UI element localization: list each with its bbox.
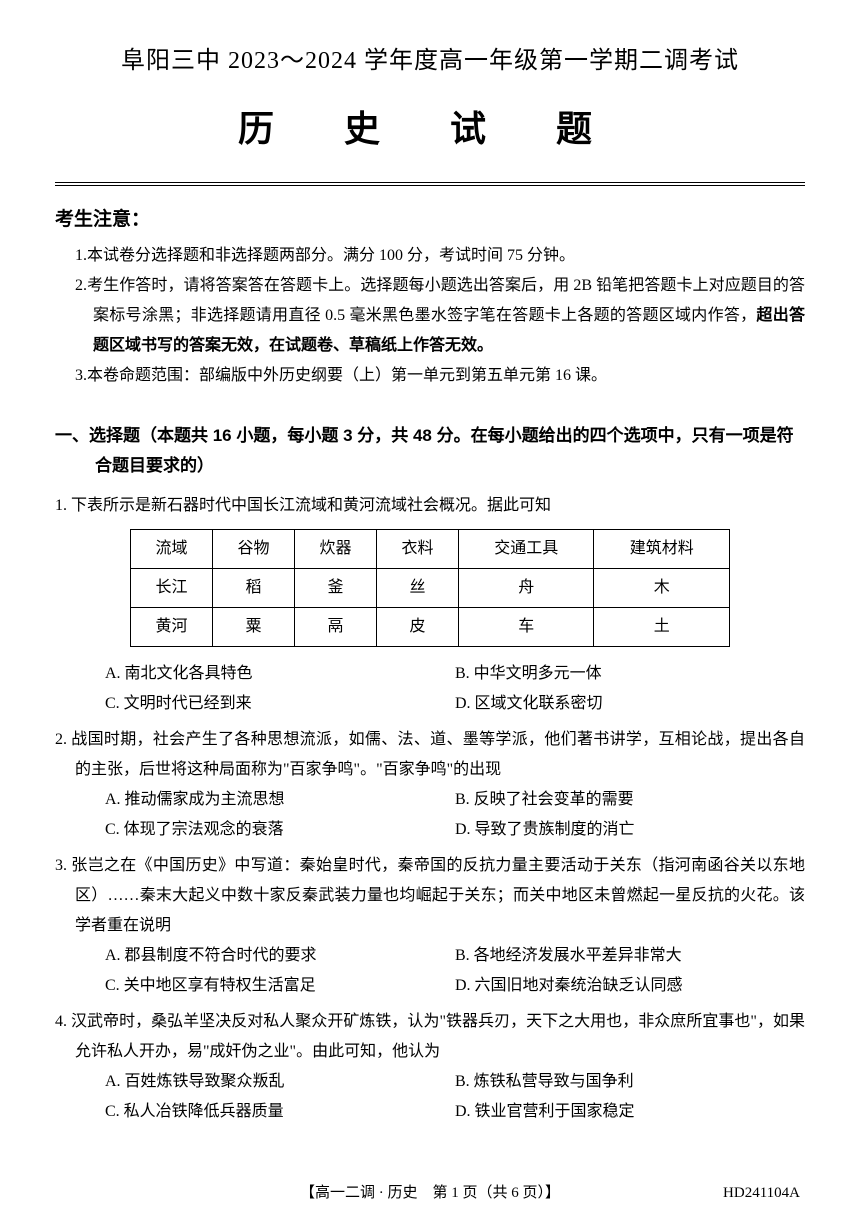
- school-exam-line: 阜阳三中 2023～2024 学年度高一年级第一学期二调考试: [55, 40, 805, 75]
- q2-opt-b: B. 反映了社会变革的需要: [455, 785, 805, 815]
- q2-opt-a: A. 推动儒家成为主流思想: [105, 785, 455, 815]
- q1-opt-b: B. 中华文明多元一体: [455, 659, 805, 689]
- q1-opt-a: A. 南北文化各具特色: [105, 659, 455, 689]
- q1-opt-d: D. 区域文化联系密切: [455, 689, 805, 719]
- q4-opt-a: A. 百姓炼铁导致聚众叛乱: [105, 1067, 455, 1097]
- table-header: 流域 谷物 炊器 衣料 交通工具 建筑材料: [131, 530, 730, 569]
- q2-opt-d: D. 导致了贵族制度的消亡: [455, 815, 805, 845]
- q1-options: A. 南北文化各具特色 B. 中华文明多元一体 C. 文明时代已经到来 D. 区…: [55, 659, 805, 719]
- q3-opt-b: B. 各地经济发展水平差异非常大: [455, 941, 805, 971]
- q3-opt-d: D. 六国旧地对秦统治缺乏认同感: [455, 971, 805, 1001]
- main-title: 历 史 试 题: [55, 100, 805, 152]
- footer-code: HD241104A: [723, 1185, 800, 1202]
- notice-item-3: 3.本卷命题范围：部编版中外历史纲要（上）第一单元到第五单元第 16 课。: [75, 361, 805, 391]
- q4-opt-d: D. 铁业官营利于国家稳定: [455, 1097, 805, 1127]
- question-3: 3. 张岂之在《中国历史》中写道：秦始皇时代，秦帝国的反抗力量主要活动于关东（指…: [55, 851, 805, 1001]
- question-2: 2. 战国时期，社会产生了各种思想流派，如儒、法、道、墨等学派，他们著书讲学，互…: [55, 725, 805, 845]
- notice-heading: 考生注意：: [55, 204, 805, 231]
- section-heading: 一、选择题（本题共 16 小题，每小题 3 分，共 48 分。在每小题给出的四个…: [55, 421, 805, 481]
- question-1: 1. 下表所示是新石器时代中国长江流域和黄河流域社会概况。据此可知 流域 谷物 …: [55, 491, 805, 719]
- q4-opt-b: B. 炼铁私营导致与国争利: [455, 1067, 805, 1097]
- q2-opt-c: C. 体现了宗法观念的衰落: [105, 815, 455, 845]
- question-4: 4. 汉武帝时，桑弘羊坚决反对私人聚众开矿炼铁，认为"铁器兵刃，天下之大用也，非…: [55, 1007, 805, 1127]
- q3-options: A. 郡县制度不符合时代的要求 B. 各地经济发展水平差异非常大 C. 关中地区…: [55, 941, 805, 1001]
- divider: [55, 182, 805, 186]
- table-row: 长江 稻 釜 丝 舟 木: [131, 569, 730, 608]
- q2-stem: 2. 战国时期，社会产生了各种思想流派，如儒、法、道、墨等学派，他们著书讲学，互…: [55, 725, 805, 785]
- q4-options: A. 百姓炼铁导致聚众叛乱 B. 炼铁私营导致与国争利 C. 私人冶铁降低兵器质…: [55, 1067, 805, 1127]
- q1-stem: 1. 下表所示是新石器时代中国长江流域和黄河流域社会概况。据此可知: [55, 491, 805, 521]
- notice-item-2: 2.考生作答时，请将答案答在答题卡上。选择题每小题选出答案后，用 2B 铅笔把答…: [75, 271, 805, 361]
- q1-opt-c: C. 文明时代已经到来: [105, 689, 455, 719]
- q2-options: A. 推动儒家成为主流思想 B. 反映了社会变革的需要 C. 体现了宗法观念的衰…: [55, 785, 805, 845]
- q3-opt-a: A. 郡县制度不符合时代的要求: [105, 941, 455, 971]
- q3-opt-c: C. 关中地区享有特权生活富足: [105, 971, 455, 1001]
- q1-table: 流域 谷物 炊器 衣料 交通工具 建筑材料 长江 稻 釜 丝 舟 木 黄河 粟 …: [130, 529, 730, 647]
- q4-stem: 4. 汉武帝时，桑弘羊坚决反对私人聚众开矿炼铁，认为"铁器兵刃，天下之大用也，非…: [55, 1007, 805, 1067]
- notice-list: 1.本试卷分选择题和非选择题两部分。满分 100 分，考试时间 75 分钟。 2…: [55, 241, 805, 391]
- table-row: 黄河 粟 鬲 皮 车 土: [131, 608, 730, 647]
- q3-stem: 3. 张岂之在《中国历史》中写道：秦始皇时代，秦帝国的反抗力量主要活动于关东（指…: [55, 851, 805, 941]
- notice-item-1: 1.本试卷分选择题和非选择题两部分。满分 100 分，考试时间 75 分钟。: [75, 241, 805, 271]
- q4-opt-c: C. 私人冶铁降低兵器质量: [105, 1097, 455, 1127]
